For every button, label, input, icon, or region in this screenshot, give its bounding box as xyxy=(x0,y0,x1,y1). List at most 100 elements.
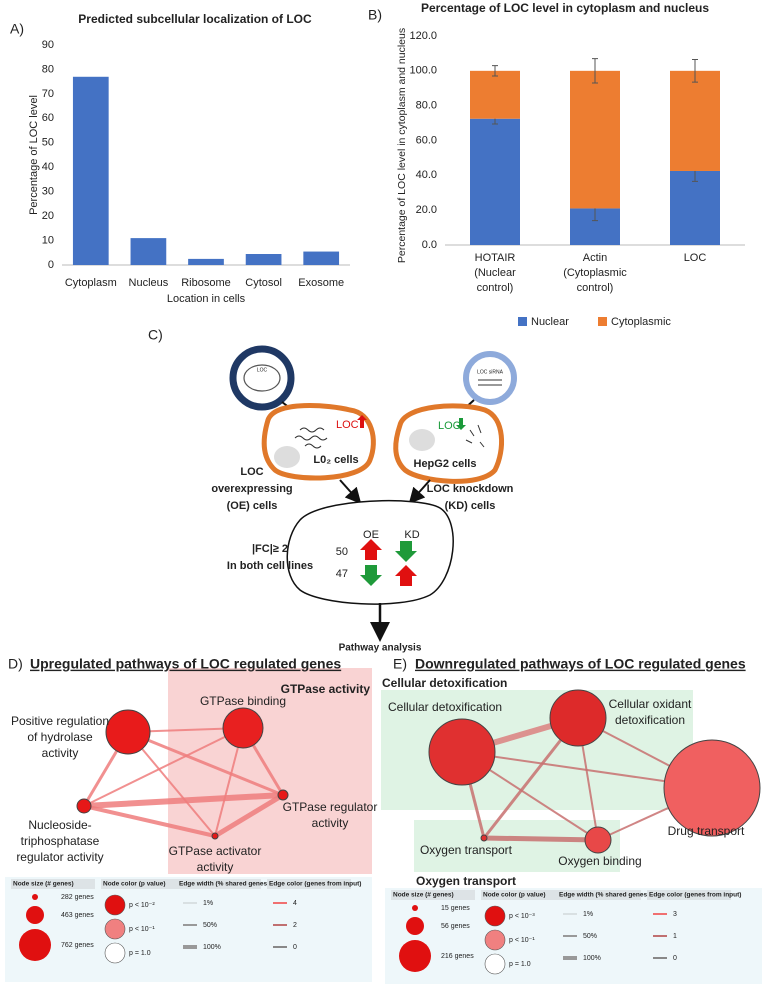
oe-caption: LOC xyxy=(240,466,263,478)
x-tick-label: Cytoplasm xyxy=(65,277,117,289)
node-label: Nucleoside- xyxy=(28,818,91,832)
bar-segment xyxy=(670,170,720,245)
count: 47 xyxy=(336,568,348,580)
legend-swatch xyxy=(598,317,607,326)
panel-label: C) xyxy=(148,327,163,343)
legend-color xyxy=(104,942,126,964)
cluster-label: Oxygen transport xyxy=(416,874,516,888)
legend-header xyxy=(11,879,95,889)
oe-caption: (OE) cells xyxy=(227,500,278,512)
x-tick-label: Cytosol xyxy=(245,277,282,289)
down-icon xyxy=(395,541,417,562)
y-tick-label: 80 xyxy=(42,63,54,75)
panel-label: A) xyxy=(10,21,24,37)
fragments xyxy=(465,424,485,448)
x-tick-label: Ribosome xyxy=(181,277,231,289)
node xyxy=(211,832,219,840)
legend-header xyxy=(391,890,475,900)
kd-caption: LOC knockdown xyxy=(427,483,514,495)
bar xyxy=(188,258,224,265)
node xyxy=(480,834,488,842)
cluster-label: Cellular detoxification xyxy=(382,676,507,690)
edge xyxy=(83,727,244,807)
y-tick-label: 70 xyxy=(42,88,54,100)
y-axis-label: Percentage of LOC level in cytoplasm and… xyxy=(396,28,408,263)
legend-text: 3 xyxy=(673,911,677,918)
node xyxy=(584,826,612,854)
legend-text: 463 genes xyxy=(61,912,94,919)
nucleus xyxy=(274,446,300,468)
x-tick-label: Actin (Cytoplasmic control) xyxy=(563,252,627,294)
bar xyxy=(72,76,109,266)
legend-text: 50% xyxy=(583,933,597,940)
cell xyxy=(261,403,376,481)
up-icon xyxy=(357,415,367,428)
down-icon xyxy=(360,565,382,586)
node-label: of hydrolase xyxy=(27,730,93,744)
panel-label: E) xyxy=(393,656,407,672)
panel-title: Downregulated pathways of LOC regulated … xyxy=(415,656,746,672)
legend-text: p < 10⁻³ xyxy=(509,913,535,920)
legend-size xyxy=(19,929,51,961)
legend-header xyxy=(481,890,565,900)
legend-label: Nuclear xyxy=(531,316,569,328)
down-icon xyxy=(456,418,466,430)
cell xyxy=(393,403,505,484)
col-oe: OE xyxy=(363,529,379,541)
edge xyxy=(83,804,216,838)
bar xyxy=(245,254,282,265)
sirna xyxy=(463,351,517,405)
error-bar xyxy=(492,65,498,77)
edge xyxy=(127,730,284,797)
kd-cell: HepG2 cells xyxy=(414,458,477,470)
y-tick-label: 120.0 xyxy=(409,30,437,42)
y-tick-label: 40.0 xyxy=(416,169,437,181)
legend-text: 2 xyxy=(293,922,297,929)
bar-segment xyxy=(670,70,720,171)
kd-marker: LOC xyxy=(438,420,461,432)
legend-title: Node color (p value) xyxy=(483,892,545,899)
y-tick-label: 20.0 xyxy=(416,204,437,216)
edge xyxy=(483,835,599,843)
x-tick-label: Nucleus xyxy=(129,277,169,289)
x-tick-label: HOTAIR (Nuclear control) xyxy=(474,252,516,294)
chart-title-box: Percentage of LOC level in cytoplasm and… xyxy=(421,1,709,15)
node-label: activity xyxy=(197,860,234,874)
legend-header xyxy=(101,879,185,889)
col-kd: KD xyxy=(404,529,419,541)
y-tick-label: 90 xyxy=(42,39,54,51)
legend-swatch xyxy=(518,317,527,326)
node-label: triphosphatase xyxy=(21,834,100,848)
bar-segment xyxy=(470,118,520,245)
y-tick-label: 40 xyxy=(42,161,54,173)
node-label: Oxygen binding xyxy=(558,854,641,868)
legend-title: Node size (# genes) xyxy=(393,892,454,899)
rna xyxy=(294,427,328,449)
node xyxy=(663,739,761,837)
node-label: activity xyxy=(312,816,349,830)
node-label: Drug transport xyxy=(668,824,745,838)
legend-text: 100% xyxy=(583,955,601,962)
y-tick-label: 10 xyxy=(42,234,54,246)
legend-text: 0 xyxy=(293,944,297,951)
legend-header xyxy=(557,890,641,900)
nucleus xyxy=(409,429,435,451)
legend-text: p < 10⁻² xyxy=(129,902,155,909)
node-label: detoxification xyxy=(615,713,685,727)
y-tick-label: 0 xyxy=(48,259,54,271)
y-tick-label: 50 xyxy=(42,137,54,149)
node-label: Cellular detoxification xyxy=(388,700,502,714)
cluster-label: GTPase activity xyxy=(281,682,371,696)
x-tick-label-box: HOTAIR (Nuclear control) xyxy=(474,252,516,294)
oe-marker: LOC xyxy=(336,419,359,431)
count: 50 xyxy=(336,546,348,558)
y-tick-label: 100.0 xyxy=(409,65,437,77)
legend-header xyxy=(647,890,731,900)
kd-caption: (KD) cells xyxy=(445,500,496,512)
footer: Pathway analysis xyxy=(339,643,422,654)
legend-color xyxy=(484,905,506,927)
x-tick-label-box: LOC xyxy=(684,252,707,264)
node xyxy=(549,689,607,747)
y-tick-label: 20 xyxy=(42,210,54,222)
panel-title: Upregulated pathways of LOC regulated ge… xyxy=(30,656,341,672)
